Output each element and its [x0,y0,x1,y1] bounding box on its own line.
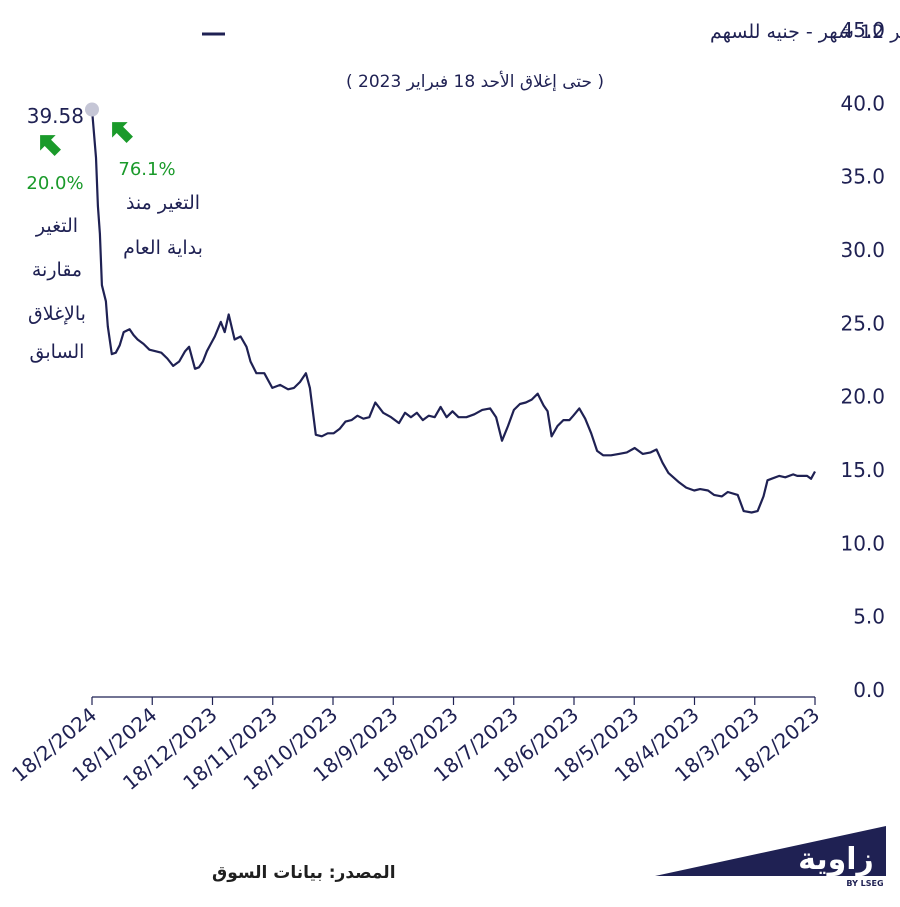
price-line [90,109,816,514]
ytd-change-pct: 76.1% [118,159,175,180]
zawya-logo: زاوية BY LSEG [655,826,886,888]
svg-text:BY LSEG: BY LSEG [846,879,883,888]
daily-change-line-3: بالإغلاق [28,303,86,325]
up-arrow-icon [112,122,133,143]
ytd-change-line-1: التغير منذ [126,192,200,214]
y-axis-ticks: 0.0 5.0 10.0 15.0 20.0 25.0 30.0 35.0 40.0 45.0 [840,18,885,702]
chart-title: أداء سهم سوديك خلال آخر 12 شهر - جنيه لل… [710,19,900,43]
y-tick-label: 10.0 [840,531,885,555]
y-tick-label: 15.0 [840,458,885,482]
daily-change-line-2: مقارنة [32,259,82,281]
y-tick-label: 0.0 [853,678,885,702]
y-tick-label: 40.0 [840,91,885,115]
source-note: المصدر: بيانات السوق [212,863,396,883]
ytd-change-line-2: بداية العام [123,237,203,259]
x-axis: 18/2/202418/1/202418/12/202318/11/202318… [7,696,824,795]
y-tick-label: 20.0 [840,385,885,409]
svg-text:زاوية: زاوية [798,842,874,877]
price-series [90,109,816,514]
y-tick-label: 5.0 [853,605,885,629]
up-arrow-icon [40,135,61,156]
chart-subtitle: ( حتى إغلاق الأحد 18 فبراير 2023 ) [346,71,604,92]
daily-change-line-4: السابق [30,341,85,363]
daily-change-pct: 20.0% [26,173,83,194]
y-tick-label: 35.0 [840,165,885,189]
daily-change-line-1: التغير [35,215,78,237]
endpoint-marker [85,102,99,117]
y-tick-label: 45.0 [840,18,885,42]
y-tick-label: 30.0 [840,238,885,262]
y-tick-label: 25.0 [840,311,885,335]
last-value-label: 39.58 [27,104,84,128]
